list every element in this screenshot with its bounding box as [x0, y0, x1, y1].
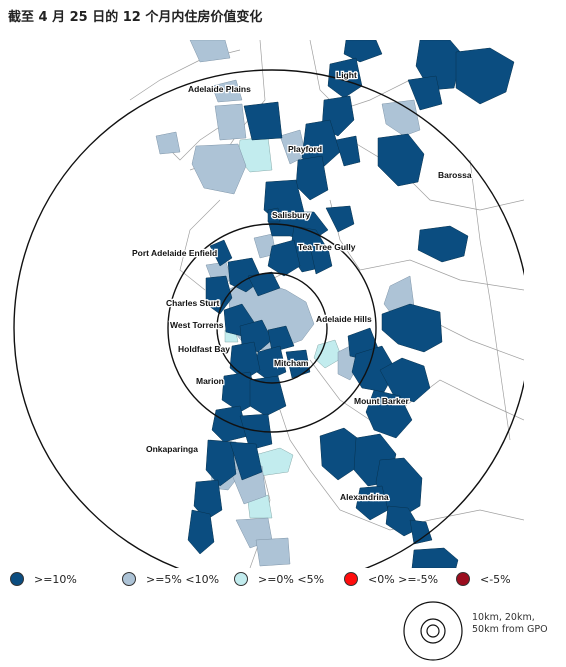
region-patch [209, 239, 233, 267]
region-patch [295, 155, 329, 201]
region-patch [417, 225, 469, 263]
region-patch [343, 40, 383, 63]
legend-swatch [344, 572, 358, 586]
label-port-adelaide-enfield: Port Adelaide Enfield [132, 248, 217, 258]
region-patch [325, 205, 355, 233]
label-playford: Playford [288, 144, 322, 154]
region-patch [335, 135, 361, 167]
region-patch [409, 519, 433, 545]
legend-label: >=0% <5% [258, 573, 325, 586]
region-patch [189, 40, 231, 63]
label-mount-barker: Mount Barker [354, 396, 409, 406]
label-charles-sturt: Charles Sturt [166, 298, 220, 308]
legend-label: <0% >=-5% [368, 573, 439, 586]
legend-label: >=10% [34, 573, 77, 586]
region-patch [249, 375, 287, 417]
ring-key-label: 10km, 20km, 50km from GPO [472, 612, 548, 635]
region-labels: Light Adelaide Plains Playford Barossa S… [131, 69, 473, 503]
region-patch [155, 131, 181, 155]
region-patch [239, 413, 273, 451]
region-patch [285, 349, 311, 379]
region-patch [267, 207, 281, 223]
legend-swatch [10, 572, 24, 586]
region-patch [214, 103, 247, 141]
region-map: Light Adelaide Plains Playford Barossa S… [13, 40, 524, 568]
ring-10km [216, 272, 328, 384]
region-patch [267, 325, 295, 353]
label-adelaide-plains: Adelaide Plains [188, 84, 251, 94]
legend-label: >=5% <10% [146, 573, 220, 586]
region-patch [355, 485, 389, 521]
region-patch [267, 239, 301, 277]
region-patch [377, 133, 425, 187]
legend-swatch [234, 572, 248, 586]
region-patch [187, 509, 215, 555]
region-patch [309, 245, 333, 275]
label-mitcham: Mitcham [274, 358, 309, 368]
label-barossa: Barossa [438, 170, 472, 180]
ring-key: 10km, 20km, 50km from GPO [400, 600, 560, 662]
label-salisbury: Salisbury [272, 210, 311, 220]
region-patch [205, 275, 233, 315]
label-onkaparinga: Onkaparinga [146, 444, 198, 454]
label-marion: Marion [196, 376, 224, 386]
region-patch [243, 101, 283, 141]
ring-50km [13, 69, 524, 568]
region-patch [455, 47, 515, 105]
region-patch [211, 405, 249, 443]
region-patch [205, 439, 237, 487]
region-patch [313, 339, 343, 369]
legend-swatch [122, 572, 136, 586]
region-patch [191, 143, 247, 195]
region-patch [255, 537, 291, 567]
label-alexandrina: Alexandrina [340, 492, 389, 502]
label-holdfast-bay: Holdfast Bay [178, 344, 230, 354]
label-light: Light [336, 70, 357, 80]
legend-label: <-5% [480, 573, 511, 586]
region-patch [211, 79, 243, 103]
region-patch [381, 303, 443, 353]
suburbs-dark-blue [187, 40, 515, 568]
region-patch [381, 99, 421, 137]
region-patch [221, 371, 259, 413]
distance-rings [13, 69, 524, 568]
label-adelaide-hills: Adelaide Hills [316, 314, 372, 324]
region-patch [327, 57, 363, 99]
map-legend: >=10% >=5% <10% >=0% <5% <0% >=-5% <-5% [10, 570, 550, 590]
region-patch [407, 75, 443, 111]
region-patch [319, 427, 361, 481]
region-patch [193, 479, 223, 521]
region-patch [411, 547, 459, 568]
label-west-torrens: West Torrens [170, 320, 224, 330]
legend-swatch [456, 572, 470, 586]
region-patch [365, 389, 413, 439]
ring-key-icon [403, 601, 463, 661]
region-patch [229, 441, 263, 481]
region-patch [351, 345, 397, 393]
ring-20km [167, 223, 377, 433]
label-tea-tree-gully: Tea Tree Gully [298, 242, 356, 252]
page-title: 截至 4 月 25 日的 12 个月内住房价值变化 [8, 10, 263, 25]
